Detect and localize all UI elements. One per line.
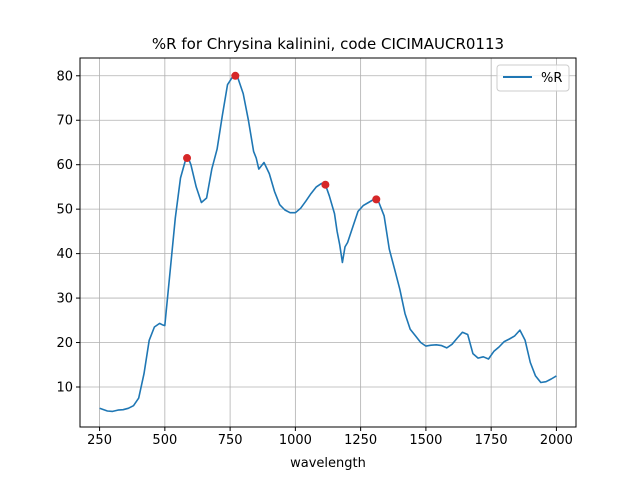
legend: %R — [496, 64, 570, 92]
x-tick-label: 1500 — [409, 433, 442, 448]
x-tick-label: 750 — [218, 433, 243, 448]
y-tick-label: 70 — [56, 114, 73, 129]
x-tick-label: 1750 — [475, 433, 508, 448]
plot-frame — [79, 57, 577, 428]
x-tick-label: 1000 — [279, 433, 312, 448]
x-tick-label: 1250 — [344, 433, 377, 448]
y-tick-label: 30 — [56, 292, 73, 307]
peak-point — [183, 154, 192, 163]
x-tick-label: 500 — [152, 433, 177, 448]
y-tick-label: 10 — [56, 380, 73, 395]
peak-point — [231, 71, 240, 80]
y-tick-label: 20 — [56, 336, 73, 351]
y-tick-label: 40 — [56, 247, 73, 262]
legend-box — [496, 64, 570, 92]
y-tick-label: 60 — [56, 158, 73, 173]
y-axis-ticks: 10 20 30 40 50 60 70 80 — [56, 69, 80, 395]
y-tick-label: 50 — [56, 203, 73, 218]
x-axis-ticks: 250 500 750 1000 1250 1500 1750 2000 — [87, 427, 573, 448]
peak-point — [372, 195, 381, 204]
x-tick-label: 250 — [87, 433, 112, 448]
legend-label: %R — [541, 71, 562, 86]
x-axis-label: wavelength — [290, 456, 366, 471]
chart-title: %R for Chrysina kalinini, code CICIMAUCR… — [152, 35, 504, 53]
x-tick-label: 2000 — [540, 433, 573, 448]
series-line — [99, 75, 557, 413]
peak-point — [321, 180, 330, 189]
peak-markers — [183, 71, 381, 204]
y-tick-label: 80 — [56, 69, 73, 84]
series-layer — [99, 75, 557, 413]
grid — [80, 58, 576, 427]
